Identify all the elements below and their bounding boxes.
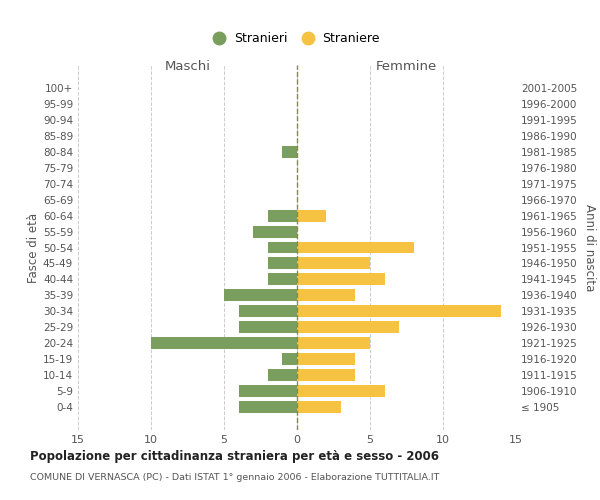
Y-axis label: Anni di nascita: Anni di nascita	[583, 204, 596, 291]
Bar	[268, 242, 297, 254]
Text: Popolazione per cittadinanza straniera per età e sesso - 2006: Popolazione per cittadinanza straniera p…	[30, 450, 439, 463]
Bar	[297, 402, 341, 413]
Bar	[297, 290, 355, 302]
Bar	[239, 322, 297, 334]
Text: COMUNE DI VERNASCA (PC) - Dati ISTAT 1° gennaio 2006 - Elaborazione TUTTITALIA.I: COMUNE DI VERNASCA (PC) - Dati ISTAT 1° …	[30, 472, 439, 482]
Bar	[297, 354, 355, 366]
Bar	[239, 386, 297, 398]
Bar	[297, 338, 370, 349]
Bar	[283, 354, 297, 366]
Text: Maschi: Maschi	[164, 60, 211, 73]
Y-axis label: Fasce di età: Fasce di età	[27, 212, 40, 282]
Bar	[268, 210, 297, 222]
Bar	[297, 306, 502, 318]
Bar	[239, 306, 297, 318]
Bar	[268, 274, 297, 285]
Bar	[297, 258, 370, 270]
Legend: Stranieri, Straniere: Stranieri, Straniere	[209, 28, 385, 50]
Bar	[297, 322, 399, 334]
Bar	[297, 210, 326, 222]
Bar	[283, 146, 297, 158]
Bar	[268, 258, 297, 270]
Bar	[151, 338, 297, 349]
Bar	[297, 274, 385, 285]
Bar	[253, 226, 297, 237]
Bar	[268, 370, 297, 382]
Bar	[224, 290, 297, 302]
Bar	[297, 370, 355, 382]
Bar	[297, 242, 414, 254]
Bar	[297, 386, 385, 398]
Bar	[239, 402, 297, 413]
Text: Femmine: Femmine	[376, 60, 437, 73]
